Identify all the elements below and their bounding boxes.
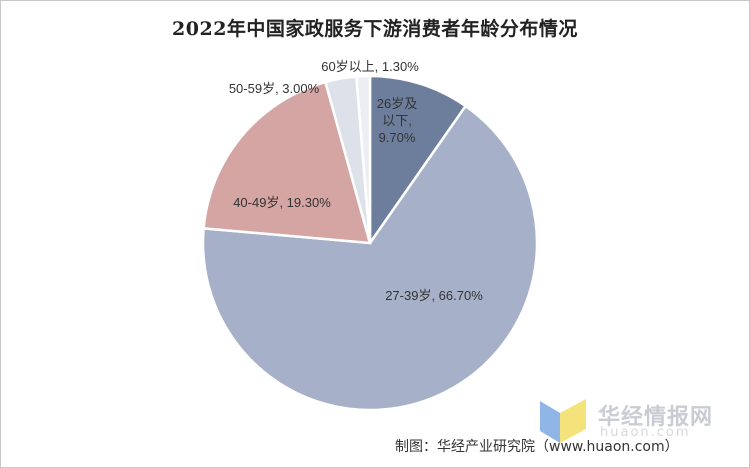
pie-label-2: 40-49岁, 19.30% (233, 195, 331, 210)
source-credit: 制图：华经产业研究院（www.huaon.com） (395, 439, 679, 455)
watermark-brand: 华经情报网 (598, 405, 714, 430)
pie-labels: 26岁及以下, 9.70% 27-39岁, 66.70% 40-49岁, 19.30%… (229, 59, 483, 303)
pie-label-1: 27-39岁, 66.70% (385, 288, 483, 303)
chart-title: 2022年中国家政服务下游消费者年龄分布情况 (172, 18, 578, 40)
pie-label-3: 50-59岁, 3.00% (229, 81, 320, 96)
watermark: 华经情报网 huaon.com (540, 395, 740, 445)
pie-slice-1 (201, 104, 539, 412)
watermark-url: huaon.com (600, 425, 691, 440)
pie-slice-0 (368, 74, 468, 247)
watermark-logo-icon (540, 399, 586, 443)
pie-slice-2 (202, 80, 372, 245)
pie-label-4: 60岁以上, 1.30% (321, 59, 419, 74)
pie-slices (201, 74, 539, 412)
pie-label-0: 26岁及以下, 9.70% (377, 96, 417, 145)
pie-slice-4 (355, 74, 372, 244)
